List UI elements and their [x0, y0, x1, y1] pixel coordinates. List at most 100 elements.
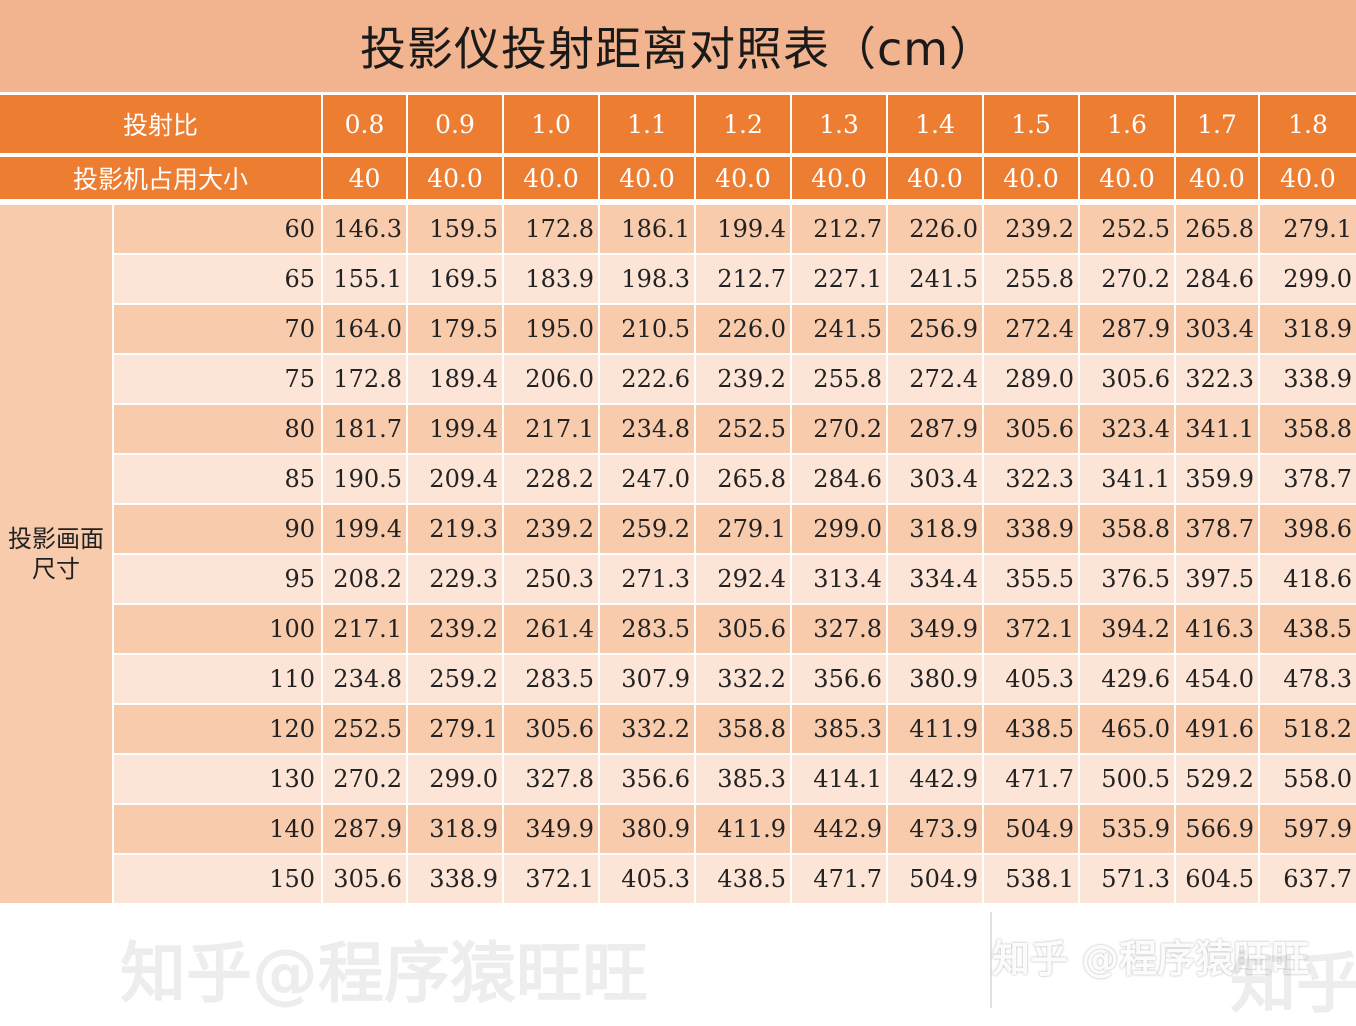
distance-cell: 604.5 [1176, 855, 1261, 905]
distance-cell: 504.9 [984, 805, 1081, 855]
distance-cell: 318.9 [408, 805, 505, 855]
screen-size-cell: 140 [114, 805, 324, 855]
distance-cell: 261.4 [504, 605, 601, 655]
distance-cell: 405.3 [600, 855, 697, 905]
distance-cell: 252.5 [1080, 205, 1177, 255]
title-bar: 投影仪投射距离对照表（cm） [0, 0, 1356, 92]
distance-cell: 186.1 [600, 205, 697, 255]
throw-ratio-cell: 1.5 [984, 95, 1081, 157]
screen-size-cell: 80 [114, 405, 324, 455]
screen-size-cell: 130 [114, 755, 324, 805]
distance-cell: 305.6 [984, 405, 1081, 455]
distance-cell: 305.6 [1080, 355, 1177, 405]
distance-cell: 284.6 [792, 455, 889, 505]
distance-cell: 372.1 [984, 605, 1081, 655]
distance-cell: 341.1 [1176, 405, 1261, 455]
distance-cell: 159.5 [408, 205, 505, 255]
distance-cell: 183.9 [504, 255, 601, 305]
projector-size-cell: 40.0 [504, 157, 601, 205]
distance-cell: 209.4 [408, 455, 505, 505]
distance-cell: 252.5 [696, 405, 793, 455]
distance-cell: 414.1 [792, 755, 889, 805]
distance-cell: 212.7 [696, 255, 793, 305]
distance-cell: 217.1 [504, 405, 601, 455]
page-title: 投影仪投射距离对照表（cm） [359, 22, 997, 76]
distance-cell: 239.2 [504, 505, 601, 555]
distance-cell: 234.8 [600, 405, 697, 455]
distance-cell: 217.1 [323, 605, 409, 655]
distance-cell: 208.2 [323, 555, 409, 605]
distance-cell: 307.9 [600, 655, 697, 705]
projector-size-cell: 40.0 [1176, 157, 1261, 205]
distance-cell: 504.9 [888, 855, 985, 905]
distance-cell: 305.6 [504, 705, 601, 755]
distance-cell: 411.9 [696, 805, 793, 855]
distance-cell: 327.8 [504, 755, 601, 805]
table-row: 65 155.1 169.5 183.9 198.3 212.7 227.1 241.5 255… [0, 255, 1356, 305]
distance-cell: 465.0 [1080, 705, 1177, 755]
distance-cell: 283.5 [504, 655, 601, 705]
projector-size-cell: 40.0 [1080, 157, 1177, 205]
distance-cell: 429.6 [1080, 655, 1177, 705]
distance-cell: 265.8 [696, 455, 793, 505]
distance-cell: 222.6 [600, 355, 697, 405]
distance-cell: 169.5 [408, 255, 505, 305]
distance-cell: 272.4 [888, 355, 985, 405]
distance-cell: 378.7 [1260, 455, 1356, 505]
distance-cell: 535.9 [1080, 805, 1177, 855]
projector-size-cell: 40.0 [1260, 157, 1356, 205]
distance-cell: 538.1 [984, 855, 1081, 905]
projector-size-label: 投影机占用大小 [0, 157, 324, 205]
distance-cell: 438.5 [696, 855, 793, 905]
distance-cell: 229.3 [408, 555, 505, 605]
distance-cell: 318.9 [888, 505, 985, 555]
distance-cell: 349.9 [504, 805, 601, 855]
distance-cell: 234.8 [323, 655, 409, 705]
table-row: 140 287.9 318.9 349.9 380.9 411.9 442.9 473.9 50… [0, 805, 1356, 855]
projector-size-cell: 40.0 [408, 157, 505, 205]
distance-cell: 376.5 [1080, 555, 1177, 605]
watermark-divider [990, 912, 992, 1008]
distance-cell: 259.2 [600, 505, 697, 555]
screen-size-cell: 75 [114, 355, 324, 405]
distance-cell: 212.7 [792, 205, 889, 255]
distance-cell: 227.1 [792, 255, 889, 305]
distance-cell: 239.2 [696, 355, 793, 405]
table-row: 85 190.5 209.4 228.2 247.0 265.8 284.6 303.4 322… [0, 455, 1356, 505]
distance-cell: 189.4 [408, 355, 505, 405]
distance-cell: 228.2 [504, 455, 601, 505]
throw-ratio-cell: 1.2 [696, 95, 793, 157]
distance-cell: 190.5 [323, 455, 409, 505]
distance-cell: 398.6 [1260, 505, 1356, 555]
distance-cell: 283.5 [600, 605, 697, 655]
throw-ratio-cell: 0.9 [408, 95, 505, 157]
projector-size-cell: 40.0 [696, 157, 793, 205]
distance-cell: 289.0 [984, 355, 1081, 405]
distance-cell: 438.5 [984, 705, 1081, 755]
distance-cell: 255.8 [792, 355, 889, 405]
distance-cell: 272.4 [984, 305, 1081, 355]
distance-cell: 270.2 [1080, 255, 1177, 305]
distance-cell: 405.3 [984, 655, 1081, 705]
screen-size-cell: 95 [114, 555, 324, 605]
table-row: 120 252.5 279.1 305.6 332.2 358.8 385.3 411.9 43… [0, 705, 1356, 755]
distance-cell: 305.6 [323, 855, 409, 905]
distance-cell: 380.9 [888, 655, 985, 705]
distance-cell: 270.2 [323, 755, 409, 805]
distance-cell: 491.6 [1176, 705, 1261, 755]
distance-cell: 380.9 [600, 805, 697, 855]
screen-size-cell: 120 [114, 705, 324, 755]
projector-size-cell: 40 [323, 157, 409, 205]
projector-size-cell: 40.0 [888, 157, 985, 205]
distance-cell: 358.8 [1080, 505, 1177, 555]
screen-size-cell: 85 [114, 455, 324, 505]
projector-size-cell: 40.0 [600, 157, 697, 205]
throw-ratio-cell: 1.3 [792, 95, 889, 157]
distance-cell: 418.6 [1260, 555, 1356, 605]
distance-cell: 500.5 [1080, 755, 1177, 805]
watermark-zhihu: 知乎@程序猿旺旺 [120, 935, 648, 1012]
throw-ratio-cell: 1.8 [1260, 95, 1356, 157]
distance-cell: 284.6 [1176, 255, 1261, 305]
distance-cell: 378.7 [1176, 505, 1261, 555]
distance-cell: 518.2 [1260, 705, 1356, 755]
